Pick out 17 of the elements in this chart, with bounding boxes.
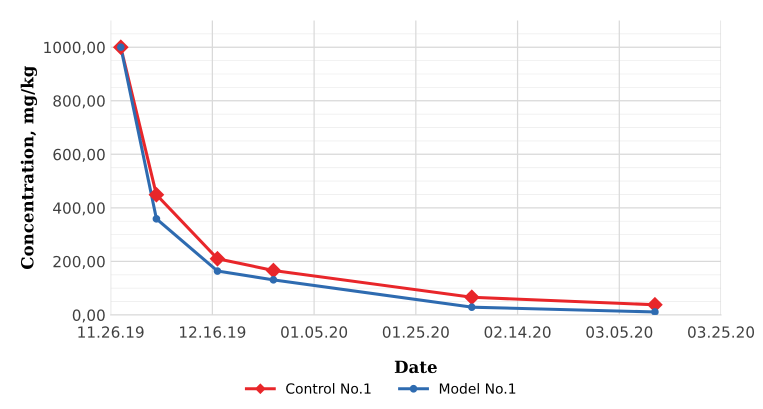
x-tick-label: 01.25.20 (382, 326, 449, 338)
legend-label: Model No.1 (440, 383, 516, 394)
x-tick-label: 03.05.20 (586, 326, 652, 338)
x-tick-label: 02.14.20 (484, 326, 551, 338)
y-tick-label: 1000,00 (44, 42, 105, 55)
y-axis-title: Concentration, mg/kg (20, 66, 38, 270)
x-axis-title: Date (394, 360, 437, 374)
y-tick-label: 600,00 (53, 148, 105, 162)
legend-label: Control No.1 (286, 383, 371, 394)
x-tick-label: 11.26.19 (78, 326, 144, 338)
x-tick-label: 12.16.19 (180, 326, 246, 338)
x-tick-label: 03.25.20 (688, 326, 754, 338)
y-tick-label: 800,00 (53, 95, 105, 108)
y-tick-label: 400,00 (53, 202, 105, 216)
y-tick-label: 0,00 (72, 309, 105, 323)
y-tick-label: 200,00 (53, 256, 105, 269)
x-tick-label: 01.05.20 (281, 326, 348, 338)
